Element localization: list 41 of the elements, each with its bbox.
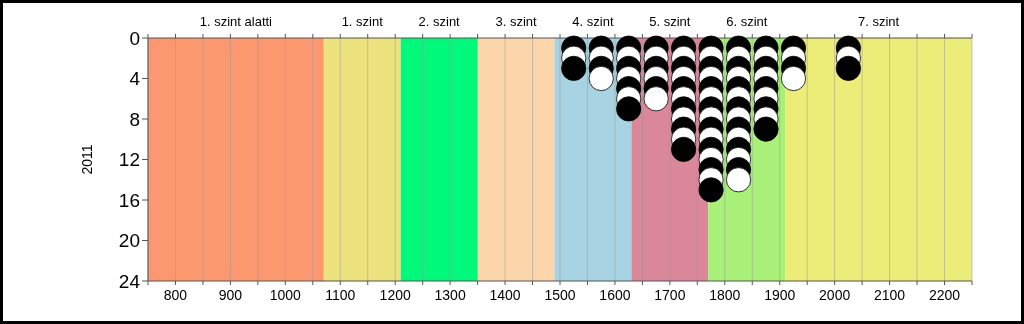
point (780, 65, 807, 92)
x-tick-label: 1500 (544, 287, 576, 303)
point (616, 96, 642, 122)
point (671, 136, 697, 162)
y-tick-label: 8 (129, 108, 140, 130)
x-tick-label: 1700 (654, 287, 686, 303)
band-label: 1. szint alatti (199, 14, 273, 29)
point (698, 177, 724, 203)
x-tick-label: 2100 (874, 287, 906, 303)
x-tick-label: 1000 (269, 287, 302, 303)
y-tick-label: 16 (118, 189, 140, 211)
band-label: 5. szint (649, 14, 691, 29)
point (588, 65, 614, 92)
x-tick-label: 1900 (764, 287, 796, 303)
x-tick-label: 1800 (709, 287, 741, 303)
band-label: 2. szint (418, 14, 461, 29)
point (643, 86, 669, 112)
y-axis-title: 2011 (79, 144, 95, 175)
band-label: 1. szint (341, 14, 384, 29)
point (725, 167, 752, 193)
point (753, 116, 779, 142)
x-tick-label: 1100 (325, 287, 356, 303)
y-tick-label: 4 (129, 68, 141, 90)
x-tick-label: 800 (163, 287, 188, 303)
x-tick-label: 1300 (434, 287, 466, 303)
band-label: 3. szint (495, 14, 538, 29)
band-label: 4. szint (572, 14, 614, 29)
x-tick-label: 2000 (819, 287, 851, 303)
x-tick-label: 1400 (489, 287, 521, 303)
band-label: 7. szint (858, 14, 900, 29)
y-tick-label: 20 (118, 230, 140, 252)
point (835, 55, 861, 81)
x-tick-label: 1600 (599, 287, 631, 303)
x-tick-label: 2200 (928, 287, 961, 303)
band-label: 6. szint (726, 14, 768, 29)
x-tick-label: 1200 (379, 287, 411, 303)
y-tick-label: 0 (129, 27, 140, 49)
y-tick-label: 24 (118, 270, 141, 292)
point (561, 55, 587, 81)
x-tick-label: 900 (218, 287, 243, 303)
y-tick-label: 12 (118, 149, 140, 171)
